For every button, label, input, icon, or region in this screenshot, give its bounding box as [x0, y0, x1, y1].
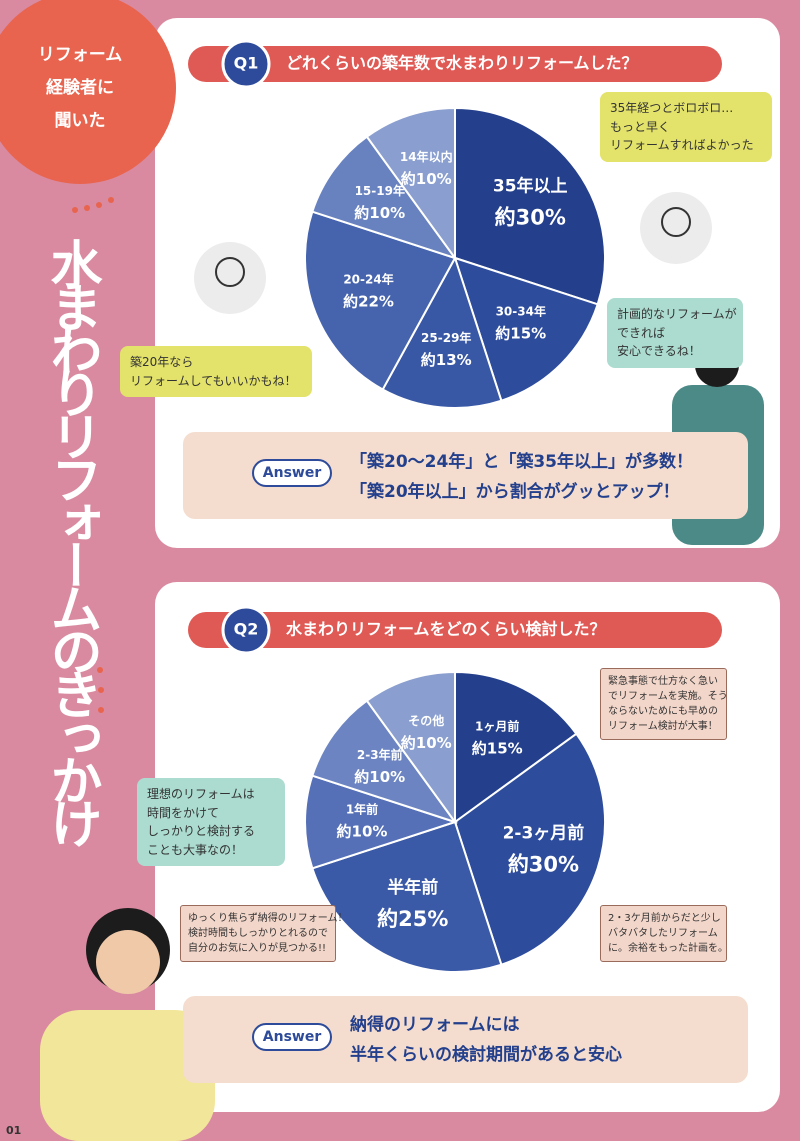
- slice-value: 約10%: [354, 204, 405, 222]
- badge-text: 聞いた: [55, 111, 106, 131]
- pie-slice: [454, 670, 578, 824]
- pie-slice: [365, 106, 456, 262]
- slice-value: 約15%: [495, 324, 546, 342]
- slice-value: 約10%: [337, 823, 388, 841]
- avatar-icon: [194, 242, 266, 314]
- bubble-line: 築20年なら: [130, 355, 194, 369]
- slice-label: 1年前: [346, 802, 378, 817]
- speech-bubble: 2・3ケ月前からだと少し バタバタしたリフォーム に。余裕をもった計画を。: [600, 905, 728, 962]
- speech-bubble: 築20年ならリフォームしてもいいかもね！: [120, 346, 312, 398]
- page-number: 01: [6, 1124, 22, 1137]
- answer-box: [183, 432, 748, 519]
- speech-bubble: 計画的なリフォームが できれば安心できるね！: [607, 298, 743, 368]
- question-label: Q1: [234, 54, 259, 73]
- bubble-line: に。余裕をもった計画を。: [608, 943, 728, 954]
- bubble-line: 計画的なリフォームが: [617, 307, 737, 321]
- pie-slice: [381, 255, 503, 409]
- slice-label: 半年前: [387, 877, 438, 898]
- bubble-line: 緊急事態で仕方なく急い: [608, 676, 718, 687]
- bubble-line: 35年経つとボロボロ…: [610, 101, 734, 115]
- question-badge: [221, 39, 271, 89]
- slice-value: 約13%: [421, 351, 472, 369]
- bubble-line: リフォームすればよかった: [610, 138, 754, 153]
- bubble-line: リフォームしてもいいかもね！: [130, 373, 297, 388]
- pie-slice: [311, 820, 503, 973]
- answer-tag-frame: [252, 459, 332, 487]
- slice-value: 約10%: [401, 734, 452, 752]
- speech-bubble: 35年経つとボロボロ… もっと早くリフォームすればよかった: [600, 92, 772, 162]
- question-bar: [188, 612, 722, 648]
- bubble-line: バタバタしたリフォーム: [608, 928, 718, 939]
- question-badge: [221, 605, 271, 655]
- bubble-line: 2・3ケ月前からだと少し: [608, 913, 721, 924]
- speech-bubble: 理想のリフォームは 時間をかけてしっかりと検討する ことも大事なの！: [137, 778, 285, 867]
- slice-value: 約30%: [495, 205, 566, 229]
- slice-label: 20-24年: [343, 272, 393, 287]
- question-text: 水まわりリフォームをどのくらい検討した？: [286, 620, 606, 639]
- slice-label: 14年以内: [400, 149, 453, 164]
- bubble-line: 時間をかけて: [147, 805, 220, 820]
- slice-value: 約25%: [377, 907, 448, 931]
- pie-slice: [304, 774, 459, 870]
- page-title: 水まわりリフォームのきっかけ: [41, 238, 101, 840]
- pie-slice: [453, 732, 606, 966]
- speech-bubble: 緊急事態で仕方なく急い でリフォームを実施。そう ならないためにも早めの リフォーム検…: [600, 668, 728, 740]
- bubble-line: 理想のリフォームは: [147, 787, 255, 801]
- badge-text: リフォーム: [38, 45, 123, 65]
- answer-tag: Answer: [263, 1029, 322, 1045]
- question-label: Q2: [234, 620, 259, 639]
- slice-value: 約10%: [354, 768, 405, 786]
- speech-bubble: ゆっくり焦らず納得のリフォーム！ 検討時間もしっかりとれるので 自分のお気に入りが見…: [180, 905, 348, 962]
- slice-label: 2-3年前: [357, 747, 403, 762]
- bubble-line: ことも大事なの！: [147, 842, 244, 857]
- slice-label: 2-3ヶ月前: [503, 823, 585, 844]
- bubble-line: リフォーム検討が大事！: [608, 721, 718, 732]
- slice-value: 約22%: [343, 293, 394, 311]
- slice-value: 約30%: [508, 853, 579, 877]
- slice-label: 30-34年: [496, 303, 546, 318]
- pie-slice: [365, 670, 456, 826]
- slice-label: 15-19年: [355, 183, 405, 198]
- pie-slice: [454, 106, 606, 306]
- slice-label: 25-29年: [421, 330, 471, 345]
- bubble-line: 自分のお気に入りが見つかる!!: [188, 943, 327, 954]
- pie-slice: [304, 210, 457, 391]
- bubble-line: 検討時間もしっかりとれるので: [188, 928, 328, 939]
- bubble-line: ならないためにも早めの: [608, 706, 718, 717]
- answer-text: 納得のリフォームには: [350, 1014, 520, 1035]
- answer-text: 半年くらいの検討期間があると安心: [350, 1044, 622, 1065]
- answer-text: 「築20年以上」から割合がグッとアップ！: [350, 481, 680, 502]
- badge-text: 経験者に: [46, 77, 114, 98]
- pie-slice: [311, 135, 458, 260]
- slice-value: 約15%: [472, 740, 523, 758]
- slice-label: その他: [408, 713, 444, 728]
- person-photo: [40, 1010, 215, 1141]
- answer-tag: Answer: [263, 465, 322, 481]
- pie-slice: [311, 699, 458, 824]
- slice-label: 1ヶ月前: [475, 719, 519, 734]
- question-bar: [188, 46, 722, 82]
- answer-tag-frame: [252, 1023, 332, 1051]
- question-text: どれくらいの築年数で水まわりリフォームした？: [286, 54, 638, 73]
- bubble-line: できれば: [617, 325, 666, 340]
- bubble-line: でリフォームを実施。そう: [608, 691, 728, 702]
- bubble-line: 安心できるね！: [617, 344, 701, 359]
- bubble-line: もっと早く: [610, 119, 671, 134]
- badge-circle: [0, 0, 176, 184]
- bubble-line: ゆっくり焦らず納得のリフォーム！: [188, 913, 348, 924]
- avatar-icon: [640, 192, 712, 264]
- slice-value: 約10%: [401, 170, 452, 188]
- answer-text: 「築20〜24年」と「築35年以上」が多数！: [350, 451, 693, 472]
- answer-box: [183, 996, 748, 1083]
- bubble-line: しっかりと検討する: [147, 824, 256, 839]
- slice-label: 35年以上: [493, 175, 568, 196]
